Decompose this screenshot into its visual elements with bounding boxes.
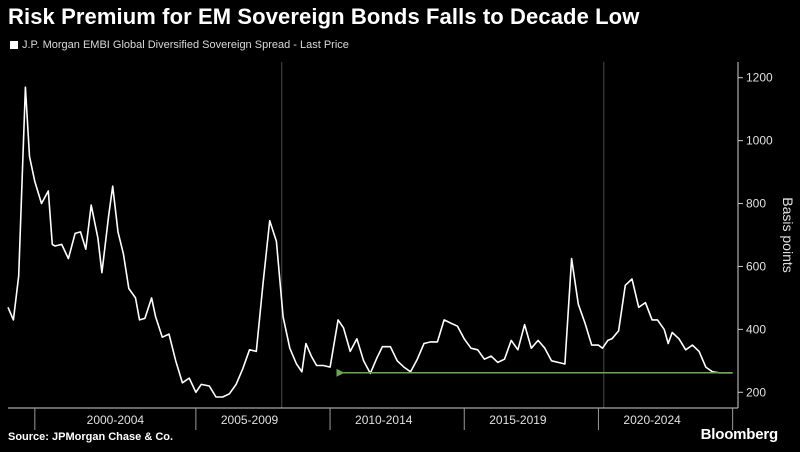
y-tick-label: 1200 [746, 71, 773, 85]
y-tick-label: 200 [746, 385, 766, 399]
bloomberg-logo: Bloomberg [700, 426, 779, 443]
x-tick-label: 2015-2019 [489, 413, 547, 427]
y-tick-label: 600 [746, 259, 766, 273]
legend-swatch [10, 41, 18, 49]
x-tick-label: 2005-2009 [221, 413, 279, 427]
series-line [7, 86, 733, 398]
source-note: Source: JPMorgan Chase & Co. [8, 431, 174, 443]
legend-label: J.P. Morgan EMBI Global Diversified Sove… [22, 39, 349, 51]
x-tick-label: 2010-2014 [355, 413, 413, 427]
x-tick-label: 2000-2004 [87, 413, 145, 427]
y-tick-label: 400 [746, 322, 766, 336]
x-tick-label: 2020-2024 [623, 413, 681, 427]
chart-title: Risk Premium for EM Sovereign Bonds Fall… [8, 4, 640, 29]
y-tick-label: 1000 [746, 134, 773, 148]
y-axis-title: Basis points [780, 197, 796, 272]
y-tick-label: 800 [746, 197, 766, 211]
legend: J.P. Morgan EMBI Global Diversified Sove… [10, 39, 349, 51]
